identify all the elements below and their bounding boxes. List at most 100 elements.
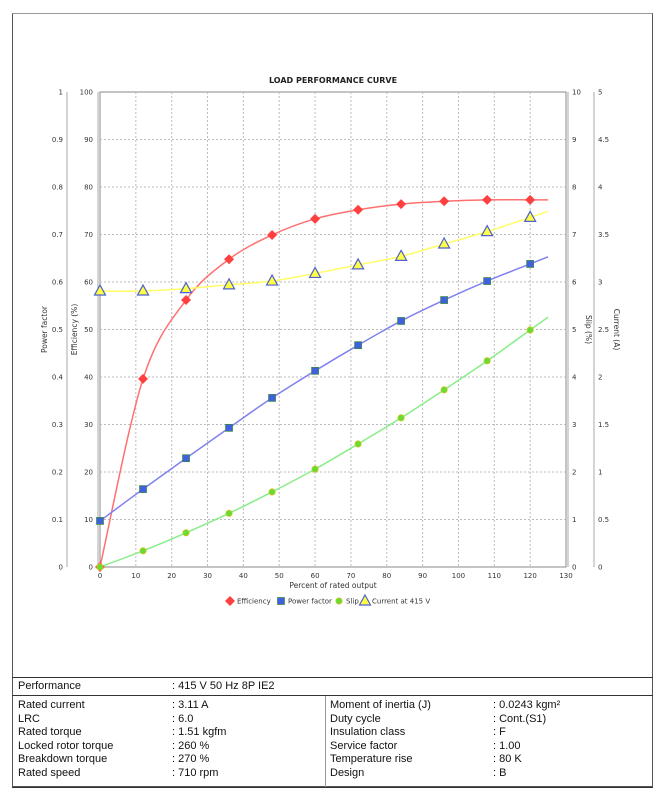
y-tick-label-power_factor: 0.1 bbox=[52, 516, 63, 524]
y-tick-label-efficiency: 90 bbox=[84, 136, 93, 144]
y-tick-label-current: 4.5 bbox=[598, 136, 609, 144]
data-point-current-at-415-v bbox=[480, 224, 494, 237]
data-point-power-factor bbox=[139, 485, 147, 493]
y-tick-label-efficiency: 80 bbox=[84, 184, 93, 192]
data-point-efficiency bbox=[396, 199, 407, 210]
legend-marker-2 bbox=[335, 597, 343, 605]
y-tick-label-current: 4 bbox=[598, 184, 603, 192]
legend-label: Current at 415 V bbox=[372, 598, 430, 606]
y-tick-label-slip: 0 bbox=[572, 564, 576, 572]
y-tick-label-power_factor: 1 bbox=[59, 89, 63, 97]
data-point-efficiency bbox=[138, 373, 149, 384]
y-tick-label-slip: 4 bbox=[572, 374, 577, 382]
report-frame bbox=[12, 13, 653, 787]
data-point-efficiency bbox=[439, 196, 450, 207]
spec-value: : 1.51 kgfm bbox=[172, 726, 227, 738]
performance-label: Performance bbox=[18, 680, 81, 692]
performance-value: : 415 V 50 Hz 8P IE2 bbox=[172, 680, 275, 692]
data-point-current-at-415-v bbox=[394, 249, 408, 261]
data-point-power-factor bbox=[225, 423, 233, 432]
data-point-current-at-415-v bbox=[93, 283, 107, 296]
data-point-current-at-415-v bbox=[523, 210, 537, 222]
legend-marker-1 bbox=[277, 597, 285, 605]
data-point-current-at-415-v bbox=[265, 273, 279, 286]
data-point-slip bbox=[440, 386, 448, 394]
y-tick-label-slip: 10 bbox=[572, 89, 581, 97]
y-tick-label-current: 5 bbox=[598, 89, 602, 97]
y-tick-label-current: 0.5 bbox=[598, 516, 609, 524]
x-axis-label: Percent of rated output bbox=[289, 581, 376, 590]
spec-value: : B bbox=[493, 766, 507, 779]
y-tick-label-slip: 1 bbox=[572, 516, 576, 524]
data-point-efficiency bbox=[181, 295, 192, 306]
spec-label: Design bbox=[330, 766, 365, 779]
x-tick-label: 10 bbox=[131, 572, 140, 580]
y-tick-label-current: 3.5 bbox=[598, 231, 609, 239]
y-tick-label-current: 2 bbox=[598, 374, 602, 382]
y-tick-label-efficiency: 10 bbox=[84, 516, 93, 524]
legend-label: Power factor bbox=[288, 598, 332, 606]
data-point-slip bbox=[225, 509, 233, 517]
data-point-efficiency bbox=[525, 194, 536, 205]
data-point-efficiency bbox=[482, 194, 493, 205]
x-tick-label: 80 bbox=[382, 572, 391, 580]
data-point-current-at-415-v bbox=[222, 277, 236, 290]
y-tick-label-efficiency: 0 bbox=[89, 564, 93, 572]
x-tick-label: 0 bbox=[98, 572, 102, 580]
spec-value: : 80 K bbox=[493, 753, 522, 765]
spec-value: : 1.00 bbox=[493, 739, 521, 752]
spec-label: Rated torque bbox=[18, 726, 82, 738]
data-point-slip bbox=[96, 563, 104, 571]
x-tick-label: 50 bbox=[275, 572, 284, 580]
series-line-2 bbox=[99, 316, 549, 568]
spec-value: : 270 % bbox=[172, 753, 210, 765]
y-tick-label-power_factor: 0.6 bbox=[52, 279, 64, 287]
y-tick-label-power_factor: 0.5 bbox=[52, 326, 63, 334]
spec-label: Insulation class bbox=[330, 726, 406, 738]
spec-value: : F bbox=[493, 726, 506, 738]
y-tick-label-efficiency: 20 bbox=[84, 469, 93, 477]
divider bbox=[325, 696, 326, 787]
data-point-slip bbox=[397, 414, 405, 422]
y-tick-label-current: 3 bbox=[598, 279, 602, 287]
data-point-power-factor bbox=[440, 296, 448, 304]
data-point-slip bbox=[139, 547, 147, 555]
y-tick-label-efficiency: 70 bbox=[84, 231, 93, 239]
data-point-current-at-415-v bbox=[308, 266, 322, 279]
data-point-efficiency bbox=[267, 229, 278, 240]
y-tick-label-slip: 2 bbox=[572, 469, 576, 477]
y-tick-label-efficiency: 100 bbox=[80, 89, 93, 97]
data-point-current-at-415-v bbox=[179, 281, 193, 294]
spec-label: Service factor bbox=[330, 739, 398, 752]
y-tick-label-power_factor: 0.7 bbox=[52, 231, 63, 239]
x-tick-label: 120 bbox=[523, 572, 536, 580]
motor-spec-table: Performance : 415 V 50 Hz 8P IE2 Rated c… bbox=[12, 677, 653, 788]
y-tick-label-power_factor: 0.2 bbox=[52, 469, 63, 477]
y-tick-label-power_factor: 0.8 bbox=[52, 184, 63, 192]
data-point-power-factor bbox=[483, 277, 491, 285]
chart-title: LOAD PERFORMANCE CURVE bbox=[269, 76, 397, 85]
data-point-power-factor bbox=[182, 454, 190, 463]
y-tick-label-slip: 8 bbox=[572, 184, 576, 192]
data-point-efficiency bbox=[310, 213, 321, 224]
x-tick-label: 60 bbox=[311, 572, 320, 580]
y-tick-label-efficiency: 50 bbox=[84, 326, 93, 334]
legend-marker-0 bbox=[225, 596, 235, 606]
legend-marker-3 bbox=[358, 593, 372, 606]
spec-label: Duty cycle bbox=[330, 712, 381, 725]
data-point-efficiency bbox=[224, 254, 235, 265]
x-tick-label: 130 bbox=[559, 572, 572, 580]
y-tick-label-current: 1.5 bbox=[598, 421, 609, 429]
spec-label: Rated current bbox=[18, 699, 85, 711]
x-tick-label: 70 bbox=[346, 572, 355, 580]
y-tick-label-slip: 9 bbox=[572, 136, 576, 144]
data-point-current-at-415-v bbox=[136, 283, 150, 296]
data-point-slip bbox=[268, 488, 276, 496]
data-point-current-at-415-v bbox=[351, 257, 365, 270]
data-point-slip bbox=[526, 326, 534, 334]
spec-value: : 3.11 A bbox=[172, 699, 209, 711]
y-axis-label-efficiency: Efficiency (%) bbox=[70, 304, 79, 356]
spec-value: : 260 % bbox=[172, 739, 210, 752]
data-point-power-factor bbox=[397, 317, 405, 325]
